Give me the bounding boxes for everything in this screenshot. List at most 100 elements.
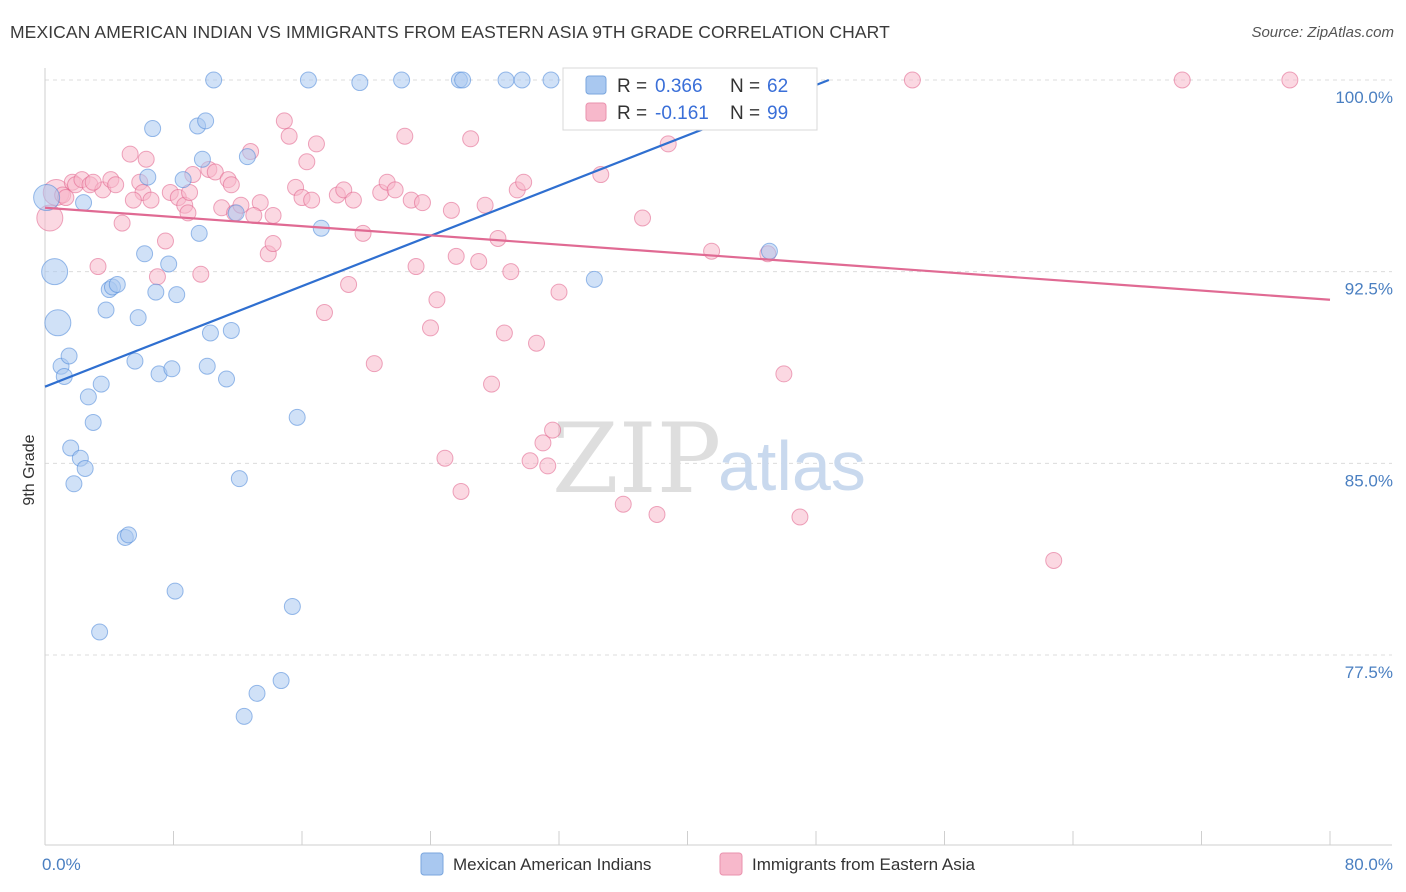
point-immigrants-eastern-asia bbox=[107, 176, 125, 194]
legend-swatch-blue bbox=[585, 75, 607, 95]
point-mexican-american-indians bbox=[454, 71, 472, 89]
point-immigrants-eastern-asia bbox=[407, 258, 425, 276]
legend-n-value-1: 62 bbox=[767, 76, 788, 97]
point-immigrants-eastern-asia bbox=[142, 191, 160, 209]
point-immigrants-eastern-asia bbox=[476, 196, 494, 214]
point-immigrants-eastern-asia bbox=[495, 324, 513, 342]
source-label: Source: ZipAtlas.com bbox=[1251, 24, 1394, 41]
point-immigrants-eastern-asia bbox=[539, 457, 557, 475]
point-mexican-american-indians bbox=[168, 286, 186, 304]
point-immigrants-eastern-asia bbox=[1045, 551, 1063, 569]
point-immigrants-eastern-asia bbox=[413, 194, 431, 212]
point-immigrants-eastern-asia bbox=[521, 452, 539, 470]
point-mexican-american-indians bbox=[238, 148, 256, 166]
point-mexican-american-indians bbox=[197, 112, 215, 130]
point-mexican-american-indians bbox=[60, 347, 78, 365]
axes bbox=[44, 68, 1392, 846]
point-immigrants-eastern-asia bbox=[303, 191, 321, 209]
point-mexican-american-indians bbox=[44, 309, 72, 337]
legend-n-value-2: 99 bbox=[767, 103, 788, 124]
point-mexican-american-indians bbox=[283, 597, 301, 615]
point-mexican-american-indians bbox=[120, 526, 138, 544]
point-mexican-american-indians bbox=[160, 255, 178, 273]
point-immigrants-eastern-asia bbox=[483, 375, 501, 393]
y-tick-label: 100.0% bbox=[1335, 88, 1393, 107]
legend-r-label-2: R = bbox=[617, 103, 647, 124]
point-immigrants-eastern-asia bbox=[386, 181, 404, 199]
series-legend-label-1: Mexican American Indians bbox=[453, 855, 651, 874]
point-immigrants-eastern-asia bbox=[280, 127, 298, 145]
point-mexican-american-indians bbox=[108, 275, 126, 293]
point-immigrants-eastern-asia bbox=[614, 495, 632, 513]
point-immigrants-eastern-asia bbox=[648, 505, 666, 523]
point-mexican-american-indians bbox=[248, 684, 266, 702]
point-mexican-american-indians bbox=[97, 301, 115, 319]
point-mexican-american-indians bbox=[299, 71, 317, 89]
trend-line-mexican-american-indians bbox=[44, 78, 830, 388]
point-immigrants-eastern-asia bbox=[148, 268, 166, 286]
point-mexican-american-indians bbox=[272, 672, 290, 690]
point-immigrants-eastern-asia bbox=[791, 508, 809, 526]
y-tick-label: 85.0% bbox=[1345, 471, 1393, 490]
point-mexican-american-indians bbox=[174, 171, 192, 189]
chart-title: MEXICAN AMERICAN INDIAN VS IMMIGRANTS FR… bbox=[10, 22, 890, 42]
series-legend: Mexican American Indians Immigrants from… bbox=[420, 852, 976, 876]
y-axis-title: 9th Grade bbox=[21, 434, 38, 505]
point-immigrants-eastern-asia bbox=[428, 291, 446, 309]
point-immigrants-eastern-asia bbox=[502, 263, 520, 281]
legend-r-label-1: R = bbox=[617, 76, 647, 97]
point-immigrants-eastern-asia bbox=[264, 206, 282, 224]
point-immigrants-eastern-asia bbox=[344, 191, 362, 209]
legend-r-value-2: -0.161 bbox=[655, 103, 709, 124]
point-mexican-american-indians bbox=[136, 245, 154, 263]
point-immigrants-eastern-asia bbox=[489, 229, 507, 247]
point-mexican-american-indians bbox=[41, 258, 69, 286]
point-immigrants-eastern-asia bbox=[354, 224, 372, 242]
point-mexican-american-indians bbox=[393, 71, 411, 89]
point-mexican-american-indians bbox=[201, 324, 219, 342]
point-mexican-american-indians bbox=[497, 71, 515, 89]
point-mexican-american-indians bbox=[760, 242, 778, 260]
point-immigrants-eastern-asia bbox=[528, 334, 546, 352]
watermark-atlas: atlas bbox=[718, 427, 866, 505]
series-legend-swatch-pink bbox=[719, 852, 743, 876]
point-mexican-american-indians bbox=[65, 475, 83, 493]
data-points bbox=[33, 71, 1299, 725]
point-immigrants-eastern-asia bbox=[447, 247, 465, 265]
point-immigrants-eastern-asia bbox=[1281, 71, 1299, 89]
point-immigrants-eastern-asia bbox=[365, 355, 383, 373]
point-mexican-american-indians bbox=[222, 321, 240, 339]
legend-swatch-pink bbox=[585, 102, 607, 122]
point-immigrants-eastern-asia bbox=[534, 434, 552, 452]
series-legend-label-2: Immigrants from Eastern Asia bbox=[752, 855, 976, 874]
point-mexican-american-indians bbox=[585, 270, 603, 288]
y-tick-label: 77.5% bbox=[1345, 663, 1393, 682]
point-mexican-american-indians bbox=[126, 352, 144, 370]
point-mexican-american-indians bbox=[84, 413, 102, 431]
point-immigrants-eastern-asia bbox=[422, 319, 439, 337]
point-immigrants-eastern-asia bbox=[121, 145, 139, 163]
point-mexican-american-indians bbox=[76, 459, 94, 477]
point-immigrants-eastern-asia bbox=[634, 209, 652, 227]
point-immigrants-eastern-asia bbox=[245, 206, 263, 224]
point-mexican-american-indians bbox=[542, 71, 560, 89]
point-mexican-american-indians bbox=[230, 470, 248, 488]
point-immigrants-eastern-asia bbox=[264, 235, 282, 253]
point-mexican-american-indians bbox=[139, 168, 157, 186]
y-tick-labels: 77.5% 85.0% 92.5% 100.0% bbox=[1335, 88, 1393, 682]
legend-r-value-1: 0.366 bbox=[655, 76, 703, 97]
legend-n-label-2: N = bbox=[730, 103, 760, 124]
point-mexican-american-indians bbox=[75, 194, 93, 212]
point-immigrants-eastern-asia bbox=[124, 191, 142, 209]
point-mexican-american-indians bbox=[166, 582, 184, 600]
point-immigrants-eastern-asia bbox=[462, 130, 480, 148]
point-immigrants-eastern-asia bbox=[192, 265, 210, 283]
point-mexican-american-indians bbox=[144, 120, 162, 138]
point-immigrants-eastern-asia bbox=[206, 163, 224, 181]
point-immigrants-eastern-asia bbox=[903, 71, 921, 89]
point-immigrants-eastern-asia bbox=[222, 176, 240, 194]
x-tick-label: 0.0% bbox=[42, 855, 81, 874]
point-immigrants-eastern-asia bbox=[470, 252, 488, 270]
point-mexican-american-indians bbox=[218, 370, 236, 388]
